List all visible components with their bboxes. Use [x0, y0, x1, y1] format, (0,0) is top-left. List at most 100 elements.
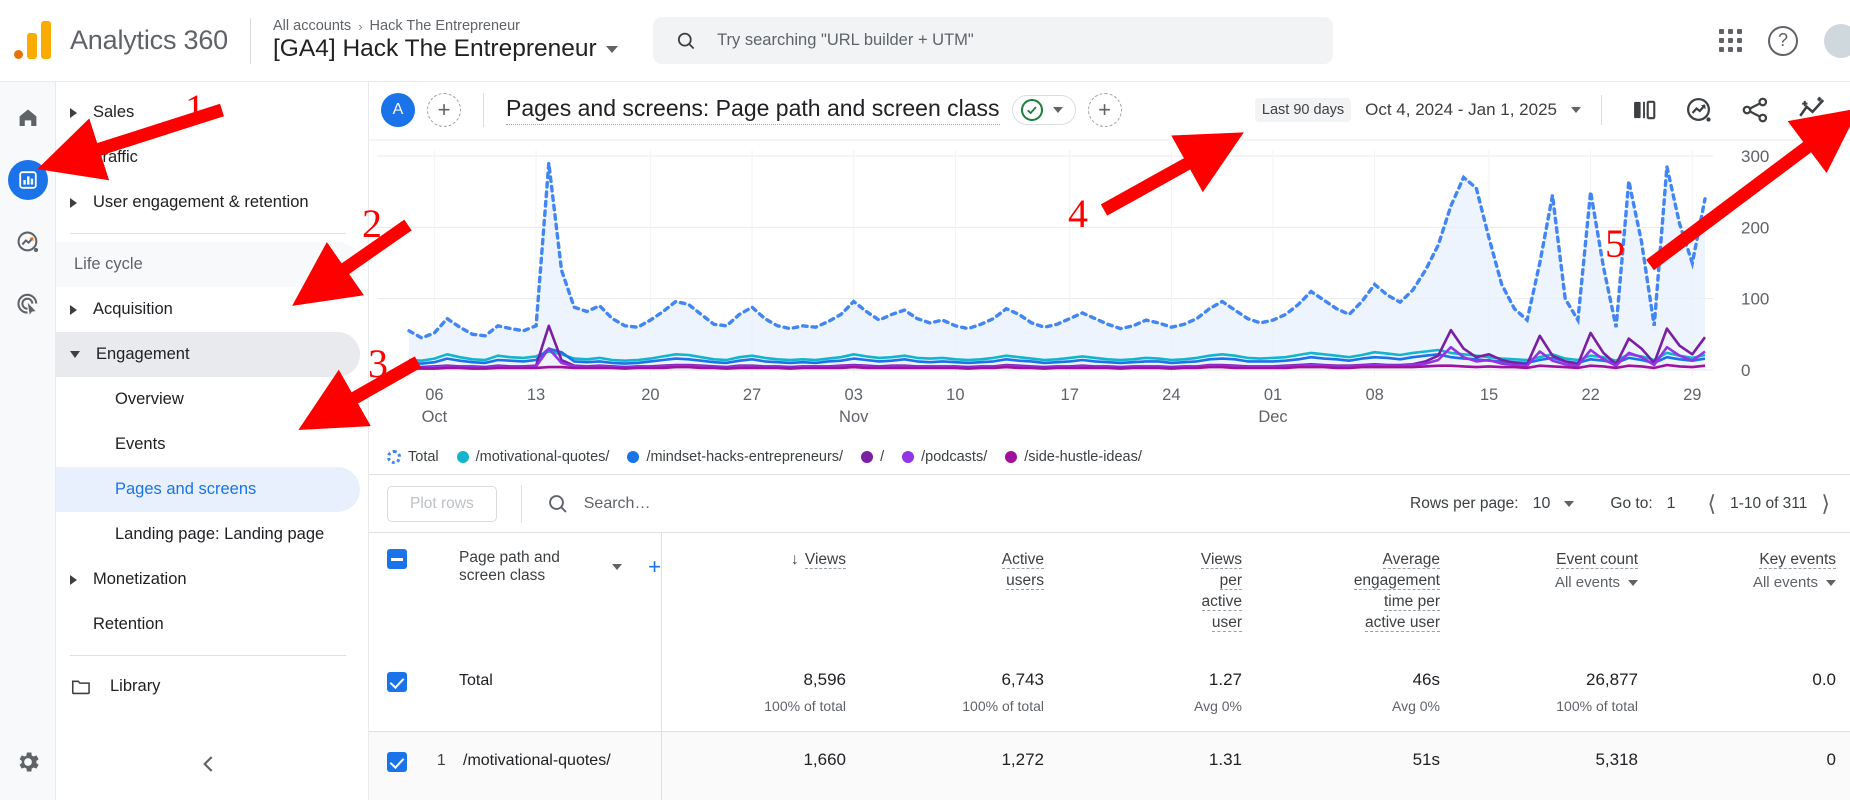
- sidebar-item-library[interactable]: Library: [56, 664, 360, 709]
- sidebar-item-landing-page[interactable]: Landing page: Landing page: [115, 525, 325, 543]
- chevron-down-icon[interactable]: [1628, 579, 1638, 586]
- prev-page-button[interactable]: ⟨: [1707, 490, 1717, 516]
- metric-header-cell[interactable]: Average engagement time per active user: [1256, 533, 1454, 652]
- row-checkbox[interactable]: [387, 752, 407, 772]
- metric-header-cell[interactable]: ↓ Views: [662, 533, 860, 652]
- chevron-down-icon[interactable]: [1052, 107, 1063, 113]
- metric-cell: 8,596 100% of total: [662, 652, 860, 714]
- sidebar-item-acquisition[interactable]: Acquisition: [56, 287, 360, 332]
- row-label: Total: [459, 672, 493, 689]
- metric-value: 1,660: [803, 750, 846, 769]
- sidebar-item-events[interactable]: Events: [115, 435, 166, 453]
- metric-header-cell[interactable]: Active users: [860, 533, 1058, 652]
- row-label[interactable]: /motivational-quotes/: [463, 752, 611, 769]
- chevron-right-icon: [70, 574, 77, 585]
- metric-header-text: Active: [1001, 551, 1044, 569]
- table-row[interactable]: 1/motivational-quotes/1,660 1,272 1.31 51s 5…: [369, 732, 1850, 800]
- metric-header-cell[interactable]: Views per active user: [1058, 533, 1256, 652]
- metric-header-line: ↓ Views: [668, 549, 846, 570]
- legend-item[interactable]: /motivational-quotes/: [456, 449, 609, 465]
- metric-subvalue: Avg 0%: [1392, 698, 1440, 714]
- chevron-right-icon: [70, 152, 77, 163]
- row-index: 1: [437, 752, 446, 769]
- add-dimension-button[interactable]: +: [648, 554, 661, 579]
- metric-cell: 1,660: [662, 732, 860, 770]
- report-status-badge[interactable]: [1011, 95, 1076, 125]
- sidebar-item-retention[interactable]: Retention: [56, 602, 360, 647]
- timeseries-chart[interactable]: 0 100 200 300 06 Oct 13 20 27 03 Nov 10 17 24 01 Dec 08 1…: [369, 138, 1850, 440]
- date-range-selector[interactable]: Last 90 days Oct 4, 2024 - Jan 1, 2025: [1254, 94, 1828, 126]
- rail-item-reports[interactable]: [7, 160, 48, 200]
- header-divider: [250, 17, 251, 64]
- apps-grid-icon[interactable]: [1719, 29, 1742, 52]
- table-body: Total 8,596 100% of total 6,743 100% of tota…: [369, 652, 1850, 800]
- metric-header-filter[interactable]: All events: [1460, 572, 1638, 593]
- metric-header-filter[interactable]: All events: [1658, 572, 1836, 593]
- compare-icon[interactable]: [1630, 96, 1658, 124]
- avatar[interactable]: [1824, 23, 1850, 58]
- nav-divider: [70, 233, 346, 234]
- global-search[interactable]: [652, 17, 1333, 64]
- table-search-placeholder[interactable]: Search…: [583, 494, 651, 512]
- svg-text:24: 24: [1162, 386, 1180, 404]
- metric-header-text: per: [1219, 572, 1242, 590]
- next-page-button[interactable]: ⟩: [1821, 490, 1830, 516]
- rows-per-page-value[interactable]: 10: [1532, 494, 1551, 512]
- sidebar-item-overview[interactable]: Overview: [115, 390, 184, 408]
- metric-value: 51s: [1412, 750, 1440, 769]
- legend-item[interactable]: /: [861, 449, 884, 465]
- insights-icon[interactable]: [1684, 95, 1714, 125]
- legend-item[interactable]: /side-hustle-ideas/: [1005, 449, 1142, 465]
- account-selector[interactable]: All accounts › Hack The Entrepreneur [GA…: [273, 18, 618, 63]
- metric-value: 46s: [1412, 670, 1440, 689]
- metric-header-cell[interactable]: Key events All events: [1652, 533, 1850, 652]
- sidebar-group-life-cycle[interactable]: Life cycle: [56, 242, 360, 287]
- chevron-down-icon[interactable]: [1564, 500, 1575, 507]
- add-comparison-button[interactable]: +: [427, 93, 461, 127]
- plot-rows-button[interactable]: Plot rows: [387, 485, 497, 522]
- search-input[interactable]: [717, 31, 1311, 50]
- dimension-selector[interactable]: Page path and screen class +: [459, 549, 661, 585]
- add-report-button[interactable]: +: [1087, 93, 1122, 127]
- date-preset-chip[interactable]: Last 90 days: [1254, 98, 1352, 122]
- svg-text:Oct: Oct: [422, 408, 448, 426]
- breadcrumb[interactable]: All accounts › Hack The Entrepreneur: [273, 18, 618, 34]
- share-icon[interactable]: [1740, 95, 1770, 125]
- sidebar-item-label: Engagement: [96, 345, 190, 363]
- chevron-up-icon[interactable]: [324, 258, 341, 275]
- collapse-nav-button[interactable]: [191, 746, 227, 782]
- sidebar-item-traffic[interactable]: Traffic: [56, 135, 360, 180]
- chart-legend: Total/motivational-quotes/ /mindset-hacks…: [369, 440, 1850, 474]
- pagination-controls: Rows per page: 10 Go to: 1 ⟨ 1-10 of 311…: [1410, 491, 1850, 517]
- add-insight-icon[interactable]: [1796, 94, 1828, 126]
- breadcrumb-account[interactable]: Hack The Entrepreneur: [369, 18, 520, 34]
- sidebar-item-pages-and-screens[interactable]: Pages and screens: [56, 467, 360, 512]
- chevron-down-icon[interactable]: [612, 564, 623, 570]
- rail-item-home[interactable]: [8, 98, 48, 138]
- legend-item[interactable]: Total: [387, 449, 439, 465]
- sidebar-item-engagement[interactable]: Engagement: [56, 332, 360, 377]
- sidebar-item-sales[interactable]: Sales: [56, 90, 360, 135]
- table-row[interactable]: Total 8,596 100% of total 6,743 100% of tota…: [369, 652, 1850, 732]
- help-icon[interactable]: ?: [1768, 25, 1798, 56]
- legend-item[interactable]: /mindset-hacks-entrepreneurs/: [627, 449, 843, 465]
- table-search[interactable]: Search…: [546, 492, 651, 516]
- chevron-down-icon[interactable]: [605, 45, 618, 53]
- rail-item-explore[interactable]: [8, 222, 48, 262]
- metric-header-text: Key events: [1759, 551, 1836, 569]
- legend-label: /side-hustle-ideas/: [1024, 449, 1142, 465]
- property-name[interactable]: [GA4] Hack The Entrepreneur: [273, 35, 618, 63]
- chevron-down-icon[interactable]: [1571, 107, 1581, 113]
- goto-input[interactable]: 1: [1666, 494, 1676, 512]
- metric-header-cell[interactable]: Event count All events: [1454, 533, 1652, 652]
- chevron-down-icon[interactable]: [1826, 579, 1836, 586]
- sidebar-item-monetization[interactable]: Monetization: [56, 557, 360, 602]
- settings-gear-icon[interactable]: [8, 742, 48, 782]
- sidebar-item-user-engagement-retention[interactable]: User engagement & retention: [56, 180, 360, 225]
- rail-item-advertising[interactable]: [8, 284, 48, 324]
- legend-item[interactable]: /podcasts/: [902, 449, 987, 465]
- segment-chip[interactable]: A: [381, 93, 415, 127]
- breadcrumb-root[interactable]: All accounts: [273, 18, 352, 34]
- row-checkbox[interactable]: [387, 672, 407, 692]
- deselect-all-checkbox[interactable]: [387, 549, 407, 569]
